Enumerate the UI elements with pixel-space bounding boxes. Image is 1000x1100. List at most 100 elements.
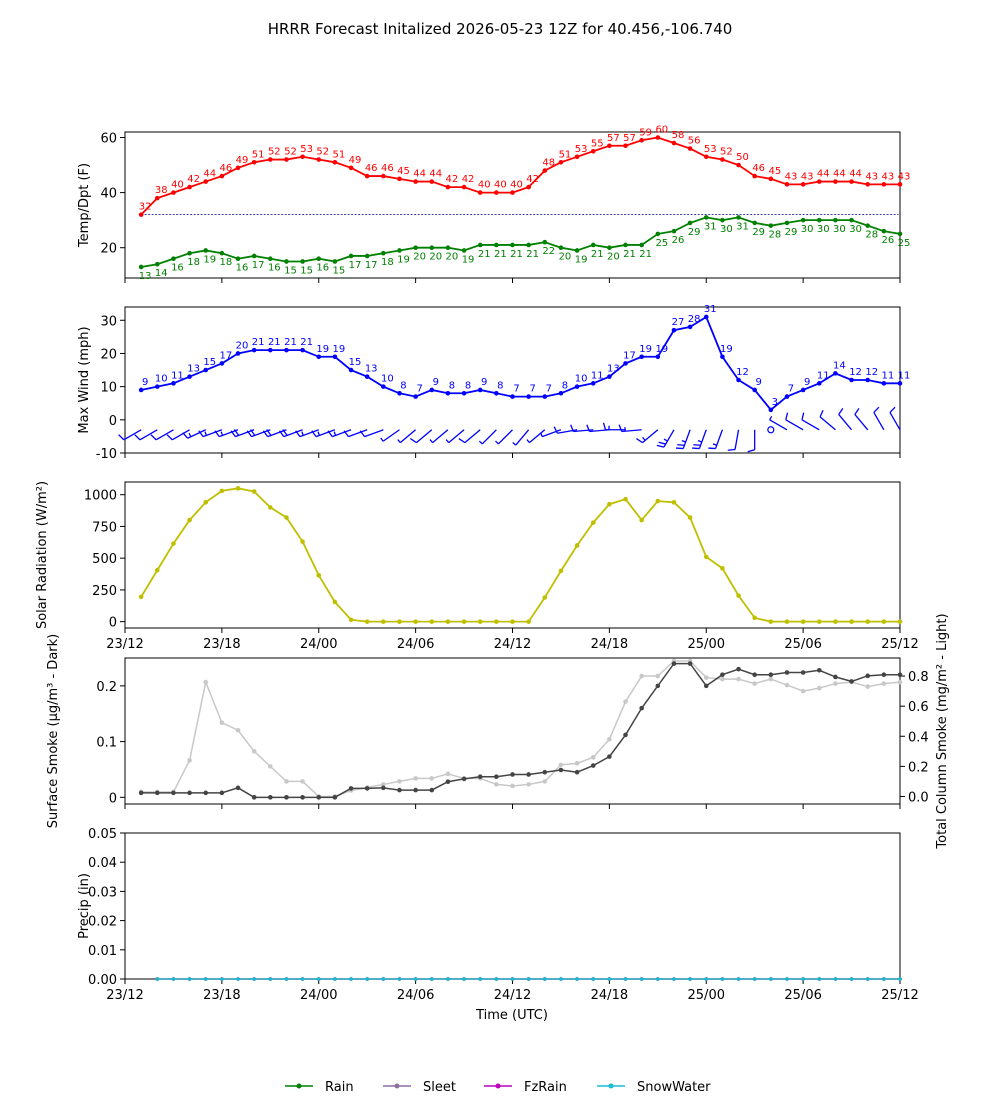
wind-barb (656, 429, 675, 448)
data-label: 56 (688, 136, 701, 147)
data-point (656, 977, 660, 981)
data-point (639, 705, 644, 711)
data-label: 12 (849, 367, 862, 378)
barb-half (445, 439, 450, 444)
data-point (316, 573, 322, 578)
data-point (655, 354, 661, 360)
data-label: 29 (785, 227, 798, 238)
data-point (316, 977, 321, 981)
data-label: 7 (513, 384, 519, 395)
data-point (574, 154, 580, 160)
calm-circle (767, 426, 775, 434)
data-point (784, 182, 790, 187)
legend-item-rain: Rain (285, 1080, 354, 1095)
data-point (768, 672, 774, 678)
wind-barb (801, 412, 820, 431)
data-point (784, 682, 790, 688)
x-tick-label: 24/06 (397, 988, 434, 1003)
wind-barb (311, 429, 336, 438)
data-point (768, 176, 774, 182)
data-point (639, 977, 644, 981)
data-point (171, 190, 176, 195)
data-point (445, 779, 451, 785)
y-tick-label: 500 (92, 552, 117, 567)
data-point (881, 619, 887, 624)
data-point (671, 228, 677, 234)
panel-3: 0 250 500 750 1000 23/12 23/18 24/00 24/06 24/12 2… (35, 481, 919, 652)
series-line (141, 662, 900, 799)
data-label: 13 (139, 271, 152, 282)
data-label: 53 (575, 144, 588, 155)
barb-half (188, 432, 192, 438)
data-point (171, 790, 176, 796)
data-point (235, 165, 241, 171)
x-tick-label: 24/18 (591, 988, 628, 1003)
barb-shaft (557, 429, 578, 434)
data-point (284, 515, 289, 520)
barb-half (204, 431, 207, 436)
data-point (203, 790, 209, 796)
data-label: 7 (546, 384, 552, 395)
data-point (784, 670, 790, 675)
data-label: 20 (429, 252, 442, 263)
data-label: 53 (704, 144, 717, 155)
data-point (816, 217, 822, 223)
data-point (429, 977, 434, 981)
data-label: 26 (672, 235, 685, 246)
data-point (865, 977, 870, 981)
data-point (607, 374, 612, 379)
data-point (284, 347, 289, 353)
data-point (590, 520, 596, 525)
data-point (833, 179, 838, 184)
data-point (671, 140, 677, 146)
data-point (897, 619, 903, 624)
y-tick-label: 750 (92, 520, 117, 535)
y-tick-label: 10 (100, 381, 117, 396)
y-tick-label: 250 (92, 584, 117, 599)
barb-shaft (481, 429, 497, 445)
data-label: 60 (655, 125, 668, 136)
data-label: 52 (284, 147, 297, 158)
data-point (768, 223, 774, 228)
data-label: 22 (542, 246, 555, 257)
data-point (800, 182, 806, 187)
data-point (397, 779, 402, 784)
data-point (736, 666, 741, 672)
data-point (252, 977, 256, 981)
data-point (171, 256, 176, 262)
data-label: 25 (898, 238, 911, 249)
data-point (736, 162, 741, 168)
data-point (526, 772, 531, 777)
wind-barb (819, 410, 836, 431)
data-label: 20 (607, 252, 620, 263)
data-point (397, 977, 402, 981)
data-point (865, 377, 871, 383)
data-point (187, 374, 192, 379)
barb-flag (282, 429, 288, 436)
data-point (800, 217, 806, 223)
data-point (687, 515, 693, 520)
data-label: 20 (413, 252, 426, 263)
data-point (348, 367, 354, 373)
data-point (154, 790, 160, 796)
data-point (800, 619, 806, 624)
data-label: 20 (236, 340, 249, 351)
data-point (284, 779, 289, 784)
data-label: 25 (655, 238, 668, 249)
barb-shaft (348, 429, 368, 438)
data-point (138, 594, 144, 600)
data-point (559, 977, 563, 981)
data-point (752, 681, 757, 686)
y-tick-label: 0.2 (96, 680, 117, 695)
y-axis-label: Temp/Dpt (F) (77, 163, 92, 248)
x-axis-label: Time (UTC) (475, 1008, 548, 1023)
data-point (687, 324, 693, 330)
data-point (203, 977, 208, 981)
data-point (300, 347, 305, 353)
data-point (348, 253, 354, 259)
x-tick-label: 24/12 (494, 637, 531, 652)
data-label: 18 (220, 257, 233, 268)
barb-half (397, 439, 401, 444)
data-label: 8 (562, 380, 568, 391)
data-label: 30 (720, 224, 733, 235)
